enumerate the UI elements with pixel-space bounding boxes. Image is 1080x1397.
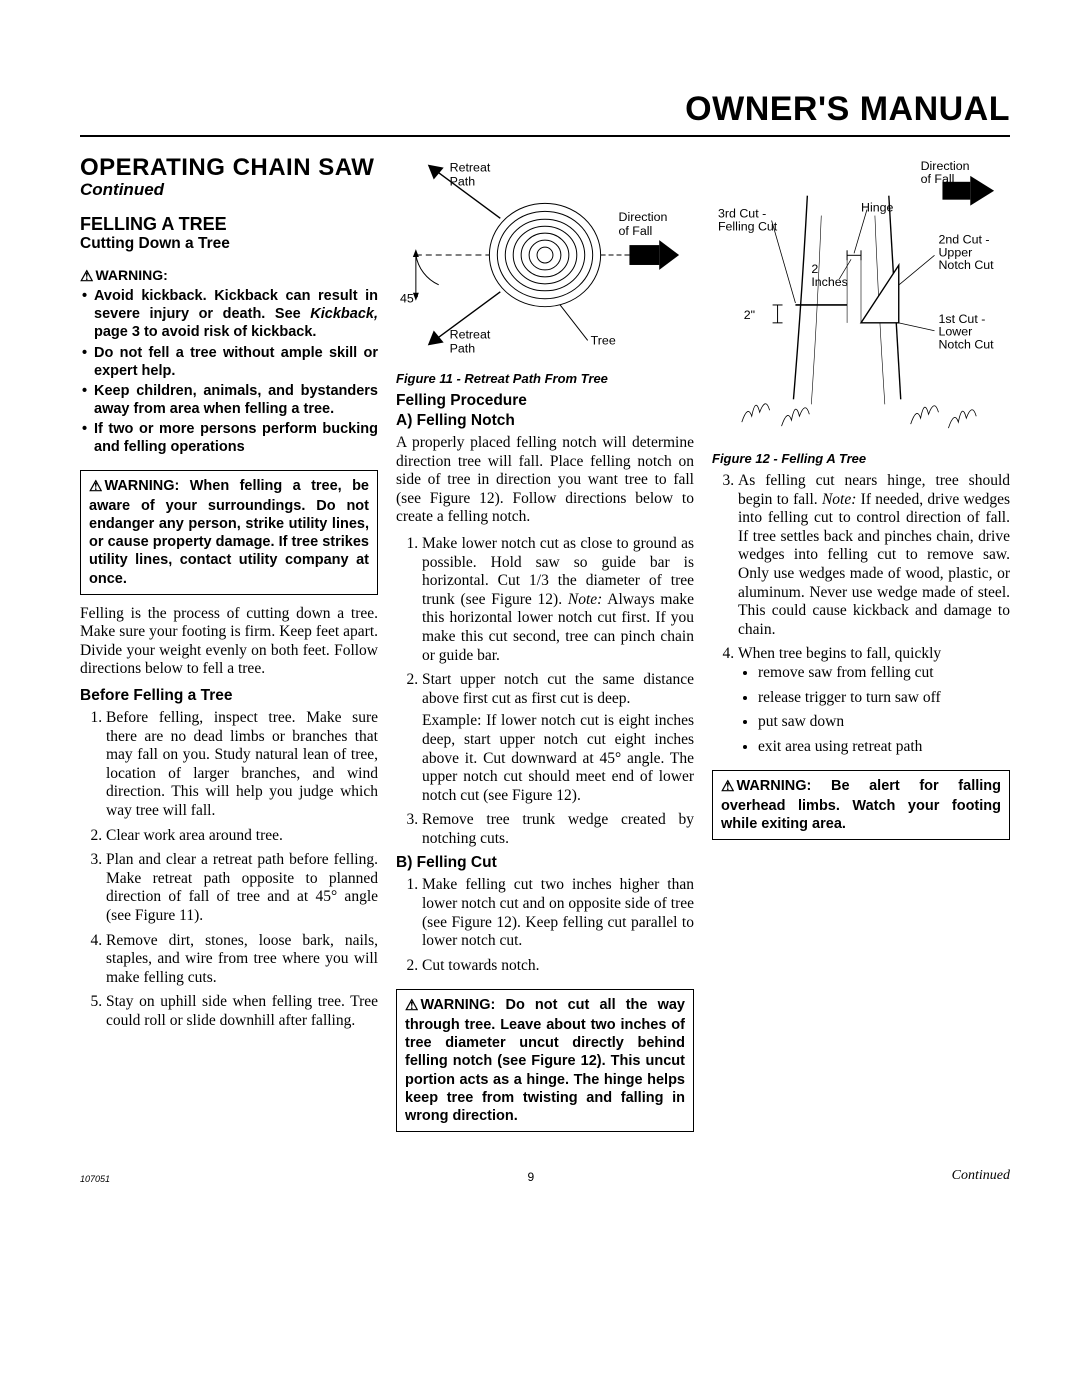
warning-box: ⚠WARNING: Be alert for falling overhead … [712, 770, 1010, 840]
svg-text:of Fall: of Fall [921, 172, 955, 186]
fig12-label-direction: Direction [921, 159, 970, 173]
fig12-label-3rdcut: 3rd Cut - [718, 207, 766, 221]
warning-icon: ⚠ [405, 997, 418, 1016]
warning-bullet: Do not fell a tree without ample skill o… [80, 344, 378, 380]
section-heading: OPERATING CHAIN SAW [80, 155, 378, 180]
list-item: release trigger to turn saw off [758, 689, 1010, 708]
list-item: Clear work area around tree. [106, 827, 378, 846]
list-item: exit area using retreat path [758, 738, 1010, 757]
column-2: Retreat Path Retreat Path 45° Direction … [396, 155, 694, 1142]
figure-12-caption: Figure 12 - Felling A Tree [712, 451, 1010, 466]
fig11-label-angle: 45° [400, 292, 419, 306]
felling-b-heading: B) Felling Cut [396, 854, 694, 872]
felling-b-list: Make felling cut two inches higher than … [396, 876, 694, 975]
svg-text:Upper: Upper [938, 245, 972, 259]
svg-text:Inches: Inches [811, 275, 848, 289]
fig11-label-tree: Tree [591, 333, 616, 347]
warning-box-text: WARNING: Do not cut all the way through … [405, 997, 685, 1123]
list-item: Stay on uphill side when felling tree. T… [106, 993, 378, 1030]
warning-bullet: Avoid kickback. Kickback can result in s… [80, 287, 378, 341]
fig11-label-direction: Direction [619, 210, 668, 224]
col3-inner-list: remove saw from felling cut release trig… [738, 664, 1010, 756]
footer-partno: 107051 [80, 1174, 110, 1184]
list-item: Make lower notch cut as close to ground … [422, 535, 694, 665]
felling-procedure-heading: Felling Procedure [396, 392, 694, 410]
warning-label: WARNING: [95, 267, 167, 283]
fig11-label-retreat-top: Retreat [450, 161, 491, 175]
felling-intro: Felling is the process of cutting down a… [80, 605, 378, 679]
fig12-label-hinge: Hinge [861, 201, 894, 215]
figure-11-caption: Figure 11 - Retreat Path From Tree [396, 371, 694, 386]
svg-text:Path: Path [450, 175, 476, 189]
figure-11: Retreat Path Retreat Path 45° Direction … [396, 155, 694, 365]
fig11-label-retreat-bot: Retreat [450, 327, 491, 341]
felling-heading: FELLING A TREE [80, 214, 378, 235]
fig12-label-2in-v: 2" [744, 308, 755, 322]
warning-bullet-list: Avoid kickback. Kickback can result in s… [80, 287, 378, 456]
list-item: Plan and clear a retreat path before fel… [106, 851, 378, 925]
footer-pagenum: 9 [528, 1170, 535, 1184]
felling-a-list: Make lower notch cut as close to ground … [396, 535, 694, 849]
footer-continued: Continued [952, 1168, 1010, 1184]
list-item: Remove dirt, stones, loose bark, nails, … [106, 932, 378, 988]
page-title: Owner's Manual [80, 90, 1010, 137]
fig12-label-2ndcut: 2nd Cut - [938, 232, 989, 246]
warning-line: ⚠WARNING: [80, 267, 378, 285]
before-heading: Before Felling a Tree [80, 687, 378, 705]
warning-icon: ⚠ [721, 778, 734, 797]
list-item: Remove tree trunk wedge created by notch… [422, 811, 694, 848]
svg-text:Notch Cut: Notch Cut [938, 338, 994, 352]
column-1: OPERATING CHAIN SAW Continued FELLING A … [80, 155, 378, 1142]
column-3: Direction of Fall Hinge 3rd Cut - Fellin… [712, 155, 1010, 1142]
col3-list: As felling cut nears hinge, tree should … [712, 472, 1010, 756]
columns: OPERATING CHAIN SAW Continued FELLING A … [80, 155, 1010, 1142]
cutting-down-subheading: Cutting Down a Tree [80, 235, 378, 253]
list-item: Start upper notch cut the same distance … [422, 671, 694, 805]
list-item: Cut towards notch. [422, 957, 694, 976]
list-item: As felling cut nears hinge, tree should … [738, 472, 1010, 639]
svg-text:Notch Cut: Notch Cut [938, 258, 994, 272]
warning-icon: ⚠ [80, 267, 93, 285]
warning-bullet: Keep children, animals, and bystanders a… [80, 382, 378, 418]
fig12-label-1stcut: 1st Cut - [938, 312, 985, 326]
before-list: Before felling, inspect tree. Make sure … [80, 709, 378, 1031]
list-item: Before felling, inspect tree. Make sure … [106, 709, 378, 821]
warning-box: ⚠WARNING: When felling a tree, be aware … [80, 470, 378, 594]
felling-a-intro: A properly placed felling notch will det… [396, 434, 694, 527]
svg-text:Path: Path [450, 341, 476, 355]
warning-box-text: WARNING: When felling a tree, be aware o… [89, 478, 369, 586]
warning-icon: ⚠ [89, 478, 102, 497]
svg-text:Felling Cut: Felling Cut [718, 219, 778, 233]
svg-text:of Fall: of Fall [619, 224, 653, 238]
page-footer: 107051 9 Continued [80, 1168, 1010, 1184]
list-item: When tree begins to fall, quickly remove… [738, 645, 1010, 756]
warning-bullet: If two or more persons perform bucking a… [80, 420, 378, 456]
continued-label: Continued [80, 180, 378, 200]
warning-box-text: WARNING: Be alert for falling overhead l… [721, 778, 1001, 832]
list-item: Make felling cut two inches higher than … [422, 876, 694, 950]
warning-box: ⚠WARNING: Do not cut all the way through… [396, 989, 694, 1132]
felling-a-heading: A) Felling Notch [396, 412, 694, 430]
fig12-label-2in-h: 2 [811, 262, 818, 276]
figure-12: Direction of Fall Hinge 3rd Cut - Fellin… [712, 155, 1010, 445]
list-item: put saw down [758, 713, 1010, 732]
svg-text:Lower: Lower [938, 325, 972, 339]
list-item: remove saw from felling cut [758, 664, 1010, 683]
